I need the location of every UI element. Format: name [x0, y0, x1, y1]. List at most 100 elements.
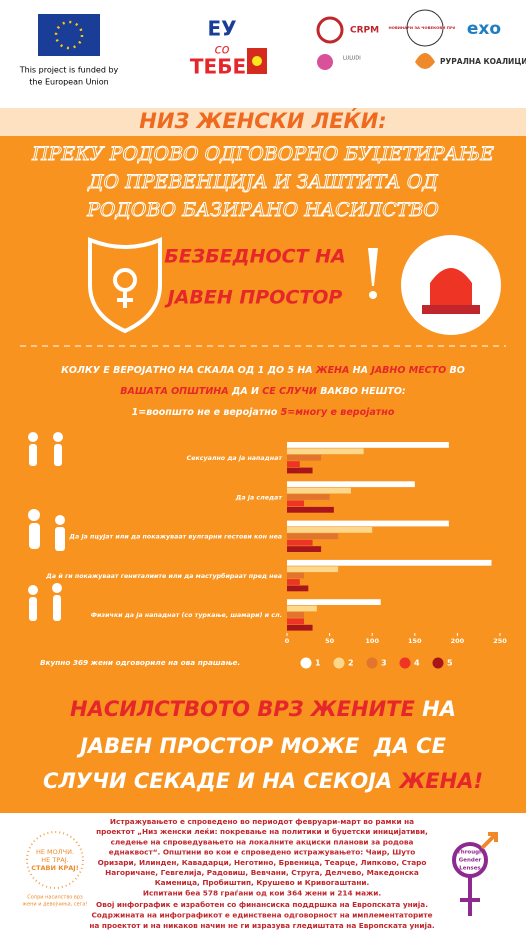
exclamation — [368, 248, 378, 286]
eu-stars — [54, 20, 84, 50]
c-part: ЖЕНА! — [398, 769, 483, 793]
footer-text: следење на спроведувањето на локалните а… — [111, 837, 414, 846]
eu-flag — [38, 14, 100, 56]
conclusion: ЈАВЕН ПРОСТОР МОЖЕ ДА СЕ — [76, 734, 447, 758]
subtitle: РОДОВО БАЗИРАНО НАСИЛСТВО — [86, 199, 439, 221]
title-band — [0, 108, 526, 136]
bar — [287, 566, 339, 573]
bar — [287, 527, 373, 533]
novinari-logo — [406, 9, 444, 47]
right-logo — [460, 876, 480, 916]
bar — [287, 579, 300, 585]
bar — [287, 599, 381, 605]
q-part: НА — [349, 365, 371, 376]
alarm-base — [422, 305, 480, 314]
footer-text: Каменица, Пробиштип, Крушево и Кривогашт… — [155, 878, 370, 887]
logo-text: CRPM — [350, 26, 379, 36]
logo-text: LULUDI — [343, 56, 361, 62]
bar — [287, 454, 322, 461]
legend-swatch — [366, 657, 378, 669]
logo-text: со — [214, 43, 229, 58]
legend-label: 3 — [381, 659, 387, 668]
q-part: ЖЕНА — [315, 365, 349, 376]
legend-label: 5 — [447, 659, 453, 668]
q-part: КОЛКУ Е ВЕРОЈАТНО НА СКАЛА ОД 1 ДО 5 НА — [61, 365, 316, 376]
c-part: НА — [415, 697, 456, 721]
q-part: ЈАВНО МЕСТО — [369, 365, 446, 376]
legend-swatch — [399, 657, 411, 669]
title: НИЗ ЖЕНСКИ ЛЕЌИ: — [139, 108, 386, 133]
q-part: ВАШАТА ОПШТИНА — [120, 386, 228, 397]
bar — [287, 448, 364, 455]
left-logo-ring — [26, 831, 84, 889]
logo-text: РУРАЛНА КОАЛИЦИЈА — [440, 57, 526, 66]
right-logo-text: Lenses — [459, 866, 481, 872]
question: КОЛКУ Е ВЕРОЈАТНО НА СКАЛА ОД 1 ДО 5 НА … — [61, 365, 465, 376]
logo-text: exo — [467, 19, 501, 39]
logo-text: НОВИНАРИ ЗА ЧОВЕКОВИ ПРАВА — [388, 25, 461, 30]
legend-swatch — [333, 657, 345, 669]
bar — [287, 612, 305, 618]
bar — [287, 506, 334, 513]
x-tick-label: 150 — [408, 637, 422, 645]
category-label: Да ја следат — [235, 493, 283, 501]
footer-text: Испитани беа 578 граѓани од кои 364 жени… — [143, 888, 382, 897]
footer-text: еднаквост“. Општини во кои е спроведено … — [109, 848, 415, 857]
exo-box — [455, 18, 513, 40]
shield-icon — [88, 237, 162, 334]
orange-panel — [0, 108, 526, 813]
footer-text: Нагоричане, Гевгелија, Радовиш, Вевчани,… — [105, 868, 419, 877]
x-tick-label: 100 — [365, 637, 379, 645]
topic: ЈАВЕН ПРОСТОР — [164, 287, 343, 309]
conclusion: СЛУЧИ СЕКАДЕ И НА СЕКОЈА ЖЕНА! — [43, 769, 483, 793]
right-logo-text: Gender — [459, 858, 482, 864]
bar — [287, 624, 313, 631]
crpm-logo — [316, 16, 344, 44]
bar — [287, 500, 305, 507]
x-tick-label: 200 — [451, 637, 465, 645]
legend-label: 4 — [414, 659, 420, 668]
logo-text: ТЕБЕ — [190, 55, 246, 79]
conclusion: НАСИЛСТВОТО ВРЗ ЖЕНИТЕ НА — [70, 697, 456, 721]
bar — [287, 520, 449, 527]
category-label: Физички да ја нападнат (со туркање, шама… — [91, 611, 282, 619]
q-part: ВАКВО НЕШТО: — [317, 386, 406, 397]
logo-text: ЕУ — [207, 17, 236, 41]
category-label: Да ја пцујат или да покажуваат вулгарни … — [68, 533, 282, 541]
luludi-logo — [317, 54, 333, 70]
topic: БЕЗБЕДНОСТ НА — [164, 246, 346, 268]
legend-swatch — [432, 657, 444, 669]
question: ВАШАТА ОПШТИНА ДА И СЕ СЛУЧИ ВАКВО НЕШТО… — [120, 386, 406, 397]
bar — [287, 442, 449, 448]
mk-sun — [252, 56, 262, 66]
bar — [287, 546, 322, 552]
scale-part: 1=воопшто не е веројатно — [132, 407, 281, 418]
legend-swatch — [300, 657, 312, 669]
subtitle: ДО ПРЕВЕНЦИЈА И ЗАШТИТА ОД — [87, 171, 438, 193]
category-label: Сексуално да ја нападнат — [187, 454, 283, 462]
q-part: ВО — [446, 365, 465, 376]
x-tick-label: 50 — [325, 637, 335, 645]
q-part: ДА И — [229, 386, 263, 397]
alarm-light — [430, 268, 472, 305]
legend-note: Вкупно 369 жени одговориле на ова прашањ… — [40, 658, 240, 667]
scale: 1=воопшто не е веројатно 5=многу е верој… — [132, 407, 395, 418]
q-part: СЕ СЛУЧИ — [262, 386, 317, 397]
category-label: Да ѝ ги покажуваат гениталиите или да ма… — [45, 572, 282, 580]
bar — [287, 559, 492, 566]
left-logo: НЕ ТРАЈ. — [41, 856, 68, 864]
disclaimer: на проектот и на никаков начин не ги изр… — [89, 921, 435, 930]
female-icon — [117, 290, 133, 308]
disclaimer: Содржината на инфографикот е единствена … — [91, 911, 432, 920]
left-logo: НЕ МОЛЧИ. — [36, 848, 74, 856]
footer-text: Истражувањето е спроведено во периодот ф… — [110, 817, 414, 826]
legend-label: 1 — [315, 659, 321, 668]
bar — [287, 481, 415, 488]
bar — [287, 494, 330, 500]
people-icons — [28, 432, 65, 621]
bar — [287, 467, 313, 474]
x-tick-label: 250 — [493, 637, 507, 645]
right-logo — [480, 832, 498, 850]
footer-text: проектот „Низ женски леќи: покревање на … — [96, 827, 428, 836]
